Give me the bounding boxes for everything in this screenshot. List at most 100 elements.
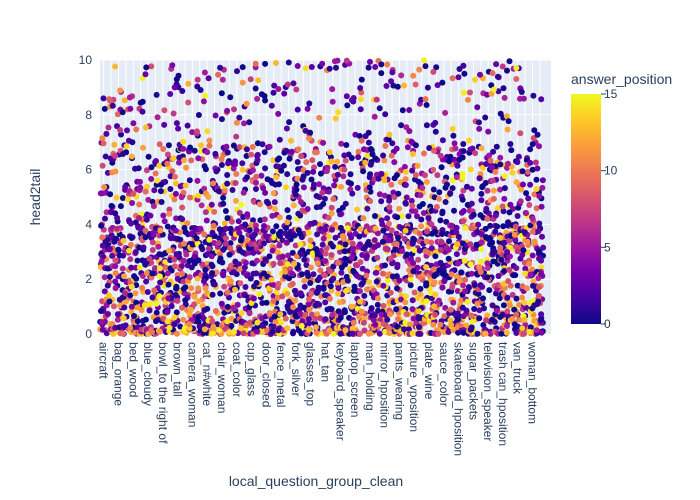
data-point: [348, 155, 355, 161]
data-point: [144, 270, 151, 276]
data-point: [484, 265, 491, 271]
data-point: [127, 256, 134, 263]
data-point: [198, 142, 205, 149]
data-point: [168, 303, 175, 310]
data-point: [499, 203, 506, 210]
data-point: [374, 230, 381, 237]
data-point: [341, 152, 348, 159]
data-point: [386, 325, 393, 331]
data-point: [452, 145, 459, 152]
data-point: [305, 316, 312, 323]
data-point: [513, 311, 520, 318]
data-point: [467, 166, 474, 173]
data-point: [262, 256, 269, 263]
data-point: [150, 203, 157, 210]
data-point: [365, 139, 372, 146]
data-point: [373, 269, 380, 276]
data-point: [117, 127, 124, 133]
data-point: [195, 313, 202, 320]
data-point: [167, 173, 174, 180]
data-point: [379, 221, 386, 228]
data-point: [277, 311, 284, 318]
data-point: [335, 244, 342, 251]
data-point: [128, 235, 135, 241]
data-point: [492, 228, 499, 235]
data-point: [191, 293, 198, 300]
data-point: [322, 299, 329, 306]
data-point: [515, 153, 522, 160]
data-point: [270, 190, 277, 197]
data-point: [423, 102, 430, 108]
data-point: [378, 311, 385, 318]
data-point: [535, 292, 542, 299]
data-point: [393, 145, 400, 152]
x-tick-label: brown_tall: [171, 342, 185, 397]
data-point: [161, 107, 168, 114]
data-point: [186, 274, 193, 281]
data-point: [285, 305, 292, 312]
data-point: [395, 316, 401, 323]
data-point: [334, 57, 341, 64]
x-tick-label: sugar_packets: [466, 342, 480, 420]
data-point: [531, 127, 538, 134]
data-point: [206, 137, 213, 144]
data-point: [470, 211, 477, 218]
data-point: [527, 159, 534, 166]
data-point: [281, 90, 288, 97]
data-point: [476, 315, 483, 322]
data-point: [395, 234, 402, 241]
data-point: [195, 285, 202, 292]
data-point: [490, 187, 497, 194]
data-point: [181, 157, 187, 164]
data-point: [484, 312, 491, 319]
data-point: [422, 172, 428, 179]
data-point: [328, 306, 335, 313]
data-point: [212, 308, 219, 314]
data-point: [180, 138, 187, 145]
data-point: [218, 90, 225, 97]
data-point: [322, 292, 329, 299]
data-point: [326, 149, 333, 156]
data-point: [184, 220, 191, 227]
data-point: [249, 260, 256, 267]
data-point: [211, 281, 218, 288]
data-point: [139, 273, 146, 279]
data-point: [349, 325, 356, 332]
data-point: [107, 155, 114, 162]
data-point: [302, 65, 309, 72]
data-point: [306, 100, 313, 107]
data-point: [282, 268, 289, 275]
data-point: [348, 234, 355, 241]
data-point: [120, 252, 127, 259]
data-point: [479, 283, 486, 290]
data-point: [417, 192, 424, 199]
data-point: [462, 276, 469, 283]
data-point: [514, 159, 521, 166]
data-point: [156, 265, 163, 272]
data-point: [321, 195, 328, 202]
data-point: [453, 174, 460, 181]
data-point: [343, 142, 350, 148]
data-point: [178, 263, 185, 269]
data-point: [262, 97, 269, 104]
data-point: [461, 257, 468, 264]
data-point: [423, 179, 430, 185]
data-point: [157, 227, 164, 234]
data-point: [165, 295, 172, 302]
data-point: [294, 175, 301, 182]
data-point: [505, 278, 512, 285]
data-point: [536, 143, 542, 150]
data-point: [335, 109, 342, 116]
data-point: [233, 119, 240, 126]
data-point: [496, 295, 503, 302]
data-point: [142, 71, 149, 78]
colorbar-tick-label: 5: [604, 240, 611, 254]
data-point: [167, 91, 174, 97]
data-point: [401, 163, 408, 170]
data-point: [460, 282, 467, 289]
data-point: [226, 251, 233, 258]
data-point: [371, 244, 378, 250]
data-point: [426, 145, 433, 151]
x-tick-label: cat_n#white: [200, 342, 214, 406]
data-point: [305, 301, 312, 308]
